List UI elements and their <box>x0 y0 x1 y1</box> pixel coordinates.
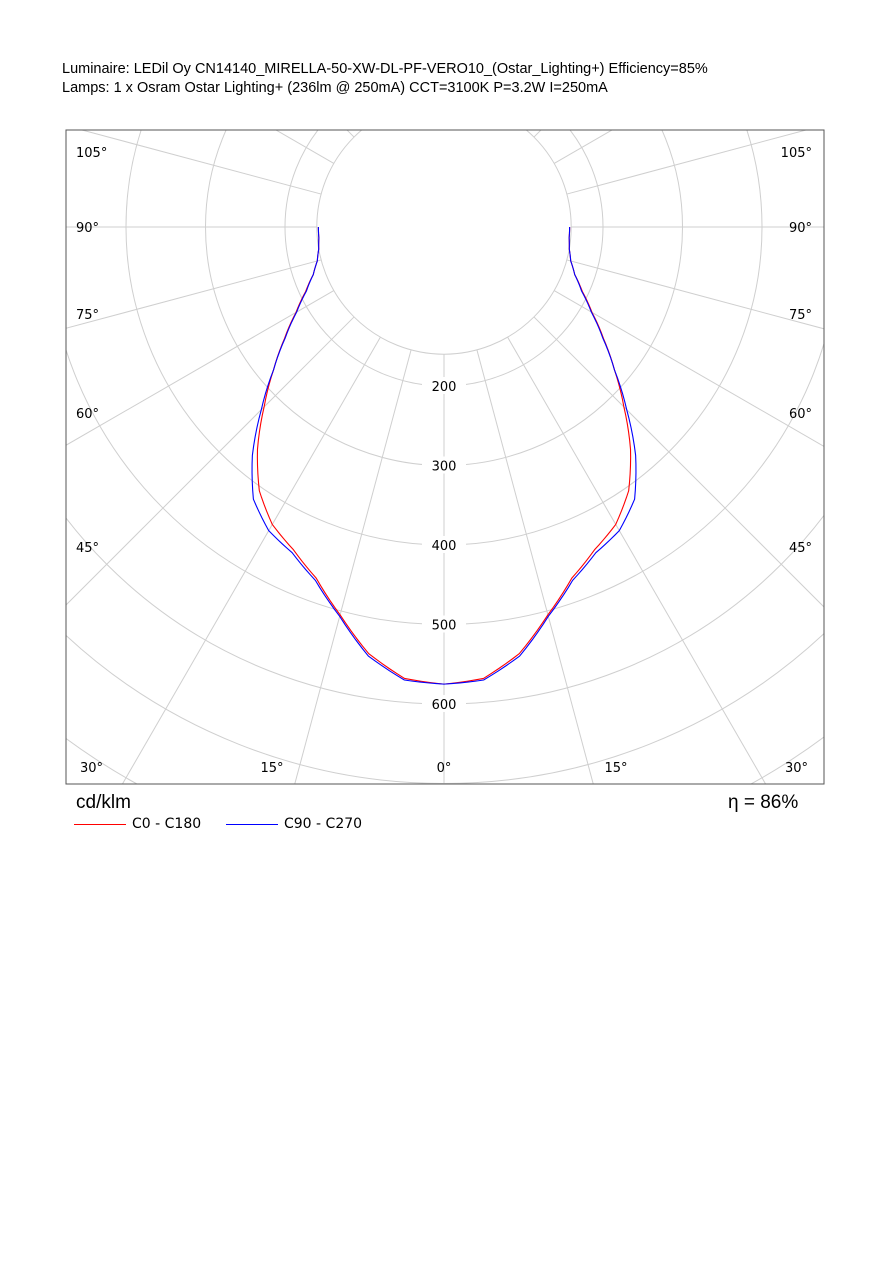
angle-gridline <box>507 336 767 784</box>
angle-gridline <box>533 316 824 608</box>
chart-header: Luminaire: LEDil Oy CN14140_MIRELLA-50-X… <box>62 60 708 98</box>
angle-gridline <box>553 130 614 164</box>
angle-gridline <box>0 0 380 117</box>
angle-label-60-left: 60° <box>76 407 99 422</box>
legend-label-c90-c270: C90 - C270 <box>284 816 363 832</box>
legend-item-c90-c270: C90 - C270 <box>226 816 362 834</box>
radial-tick-bg <box>422 377 466 394</box>
radial-tick-bg <box>422 695 466 712</box>
angle-label-15-left: 15° <box>260 761 283 776</box>
angle-label-45-right: 45° <box>789 541 812 556</box>
luminaire-info: Luminaire: LEDil Oy CN14140_MIRELLA-50-X… <box>62 61 708 77</box>
angle-gridline <box>566 259 824 330</box>
plot-frame <box>65 129 825 785</box>
angle-label-105-right: 105° <box>781 146 812 161</box>
angle-label-60-right: 60° <box>789 407 812 422</box>
series-line-c90-c270 <box>251 226 637 685</box>
efficiency-label: η = 86% <box>728 792 799 813</box>
unit-label: cd/klm <box>76 792 131 813</box>
angle-gridline <box>80 130 322 195</box>
angle-gridline <box>533 130 542 138</box>
angle-gridline <box>121 336 381 784</box>
legend-swatch-c0-c180 <box>74 823 126 825</box>
legend-swatch-c90-c270 <box>226 823 278 825</box>
radius-gridline <box>66 736 824 784</box>
angle-label-75-right: 75° <box>789 308 812 323</box>
angle-label-90-left: 90° <box>76 221 99 236</box>
legend-item-c0-c180: C0 - C180 <box>74 816 201 834</box>
angle-label-90-right: 90° <box>789 221 812 236</box>
angle-gridline <box>66 316 355 606</box>
angle-label-15-right: 15° <box>604 761 627 776</box>
radial-tick-label: 400 <box>432 539 457 554</box>
angle-label-75-left: 75° <box>76 308 99 323</box>
angle-label-45-left: 45° <box>76 541 99 556</box>
radial-tick-bg <box>422 615 466 633</box>
radial-tick-bg <box>422 536 466 553</box>
angle-gridline <box>508 0 892 117</box>
angle-gridline <box>566 130 808 195</box>
angle-gridline <box>553 290 824 447</box>
polar-chart: 200 300 400 500 600 105° 90° 75° 60° 45° 105° 90° 75… <box>0 0 892 785</box>
inner-circle <box>316 130 572 355</box>
angle-gridline <box>346 130 355 138</box>
radial-tick-label: 200 <box>432 380 457 395</box>
radial-tick-label: 600 <box>432 698 457 713</box>
angle-gridline <box>196 0 411 104</box>
polar-grid <box>0 0 892 784</box>
angle-gridline <box>66 259 322 329</box>
angle-gridline <box>66 290 335 446</box>
angle-label-0: 0° <box>437 761 452 776</box>
angle-gridline <box>477 0 692 104</box>
angle-label-105-left: 105° <box>76 146 107 161</box>
angle-label-30-left: 30° <box>80 761 103 776</box>
angle-label-30-right: 30° <box>785 761 808 776</box>
legend-label-c0-c180: C0 - C180 <box>132 816 202 832</box>
radial-tick-label: 500 <box>432 619 457 634</box>
lamp-info: Lamps: 1 x Osram Ostar Lighting+ (236lm … <box>62 80 608 96</box>
radial-tick-bg <box>422 456 466 474</box>
radial-tick-label: 300 <box>432 460 457 475</box>
angle-gridline <box>476 349 594 784</box>
angle-gridline <box>274 130 335 164</box>
angle-gridline <box>294 349 412 784</box>
